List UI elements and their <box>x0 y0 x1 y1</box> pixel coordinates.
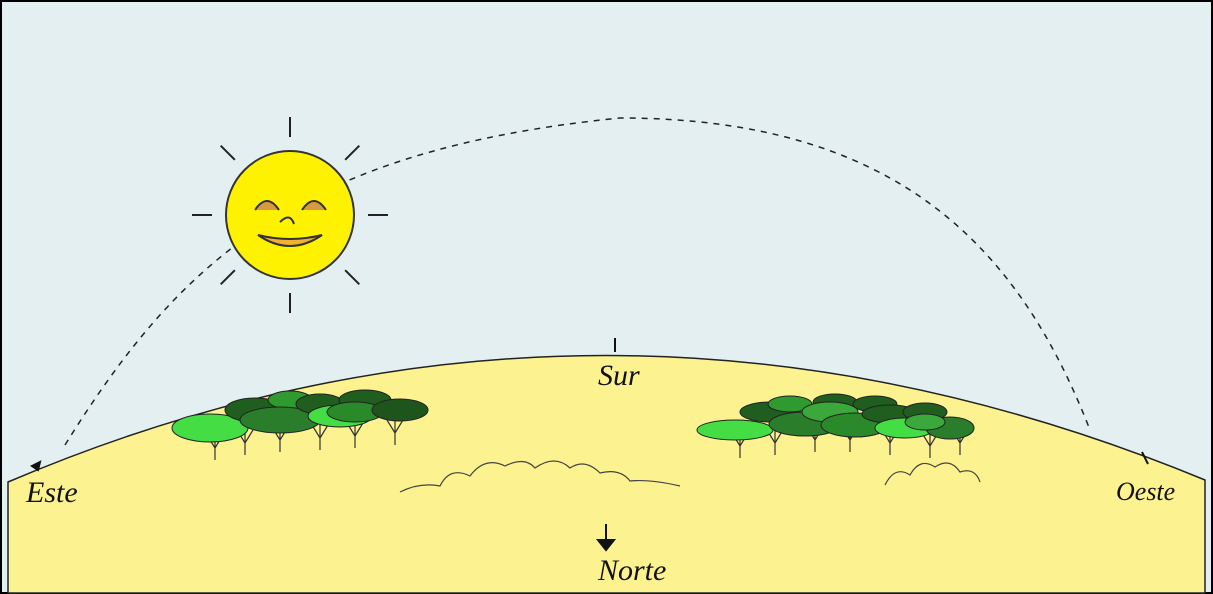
tree-crown <box>372 399 428 421</box>
tree-crown <box>905 414 945 430</box>
east-label: Este <box>25 476 78 509</box>
sun-disc <box>226 151 354 279</box>
tree-crown <box>697 420 773 440</box>
south-label: Sur <box>598 359 640 392</box>
page: {"labels": {"east": "Este", "south": "Su… <box>0 0 1213 594</box>
north-label: Norte <box>597 554 666 587</box>
west-label: Oeste <box>1116 477 1175 506</box>
scene: Este Sur Oeste Norte <box>0 0 1213 594</box>
